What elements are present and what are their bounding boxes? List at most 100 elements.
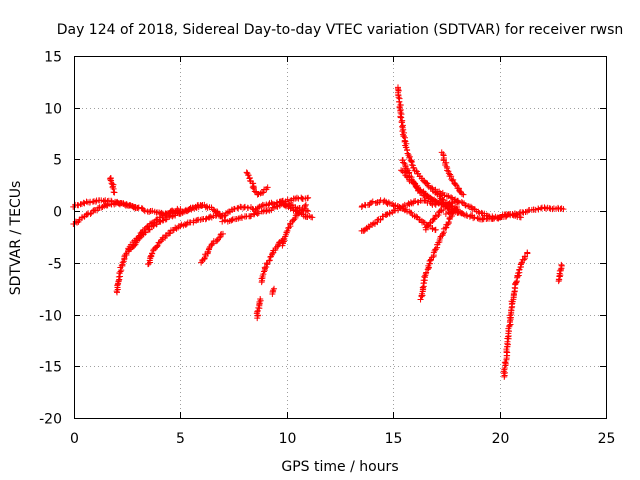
data-point [396,98,403,105]
data-point [156,218,163,225]
data-point [191,205,198,212]
series-track-14 [279,201,309,249]
data-point [474,215,481,222]
data-point [460,191,467,198]
data-point [424,223,431,230]
data-point [464,213,471,220]
data-point [203,203,210,210]
data-point [400,133,407,140]
series-track-06 [145,212,226,268]
data-point [444,167,451,174]
data-point [426,257,433,264]
data-point [229,216,236,223]
data-point [417,296,424,303]
data-point [254,210,261,217]
data-point [119,259,126,266]
data-point [478,209,485,216]
data-point [146,226,153,233]
x-tick-label: 5 [176,431,185,447]
data-point [450,176,457,183]
x-axis-label: GPS time / hours [281,459,398,475]
data-point [214,237,221,244]
data-point [429,226,436,233]
data-point [374,199,381,206]
plot-frame [74,56,607,419]
data-point [145,260,152,267]
series-track-12 [258,237,286,286]
series-track-26 [500,249,531,380]
data-point [462,201,469,208]
series-track-09 [219,200,312,225]
data-point [156,239,163,246]
series-track-15 [277,199,316,221]
data-point [80,199,87,206]
data-point [134,205,141,212]
data-point [518,260,525,267]
x-tick-label: 15 [385,431,403,447]
series-track-18 [394,84,461,213]
data-point [260,271,267,278]
data-point [467,203,474,210]
data-point [410,164,417,171]
data-point [471,214,478,221]
data-point [412,198,419,205]
y-tick-label: -15 [39,360,62,376]
data-point [219,218,226,225]
series-track-23 [438,149,467,198]
data-point [189,204,196,211]
data-point [445,219,452,226]
data-point [258,275,265,282]
data-point [216,234,223,241]
data-point [385,199,392,206]
data-point [501,359,508,366]
data-point [256,299,263,306]
series-track-10 [243,169,271,198]
data-point [459,191,466,198]
series-track-21 [417,204,461,303]
series-track-11 [253,296,264,322]
data-point [428,184,435,191]
series-track-07 [167,194,312,219]
data-point [245,172,252,179]
data-point [111,189,118,196]
data-point [452,181,459,188]
data-point [255,204,262,211]
data-point [92,198,99,205]
chart-title: Day 124 of 2018, Sidereal Day-to-day VTE… [57,22,624,38]
data-point [513,279,520,286]
y-tick-label: -10 [39,309,62,325]
y-tick-label: -20 [39,412,62,428]
data-point [287,197,294,204]
data-point [268,199,275,206]
data-point [269,250,276,257]
data-point [361,227,368,234]
data-point [108,177,115,184]
data-point [266,257,273,264]
data-point [558,261,565,268]
data-point [280,237,287,244]
x-tick-label: 0 [70,431,79,447]
data-point [264,184,271,191]
data-point [207,213,214,220]
data-point [291,216,298,223]
data-point [451,196,458,203]
data-point [405,152,412,159]
data-point [302,203,309,210]
data-point [208,241,215,248]
y-tick-label: 10 [44,102,62,118]
data-point [444,221,451,228]
data-point [254,308,261,315]
axis-ticks: 0 5 10 15 20 25 -20 -15 -10 -5 0 5 10 15 [39,50,615,448]
data-point [305,208,312,215]
data-point [430,216,437,223]
data-point [454,204,461,211]
data-point [435,239,442,246]
data-point [260,189,267,196]
data-point [386,210,393,217]
data-point [147,254,154,261]
series-track-20 [398,167,465,217]
data-point [231,205,238,212]
data-point [446,210,453,217]
